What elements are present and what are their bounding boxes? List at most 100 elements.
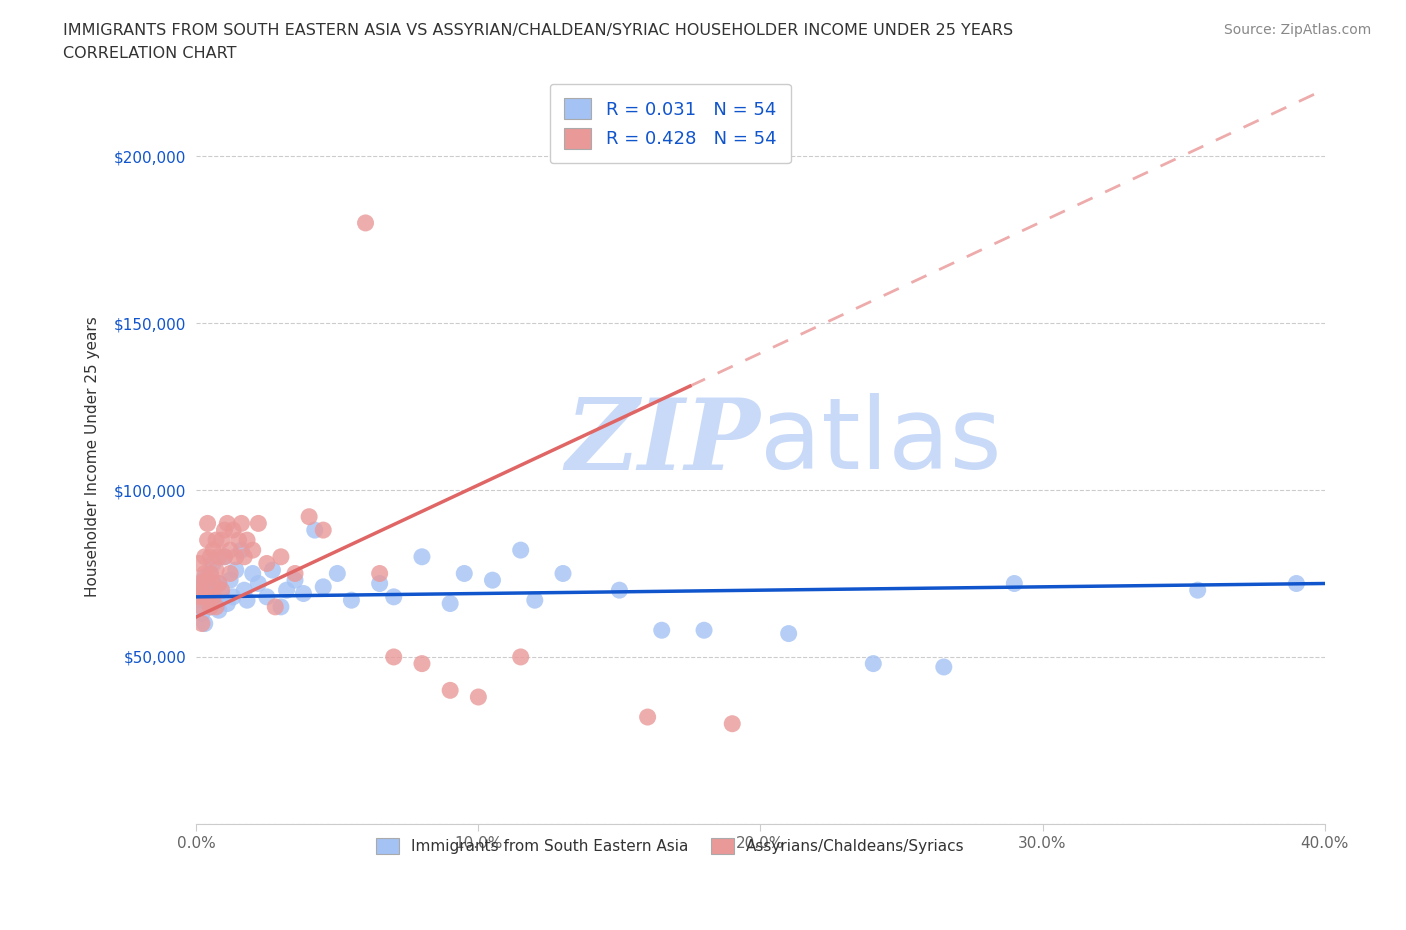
Point	[312, 579, 335, 594]
Point	[298, 510, 321, 525]
Point	[202, 590, 225, 604]
Point	[202, 543, 225, 558]
Y-axis label: Householder Income Under 25 years: Householder Income Under 25 years	[86, 316, 100, 597]
Point	[200, 566, 222, 581]
Point	[523, 592, 546, 607]
Point	[411, 550, 433, 565]
Point	[264, 600, 287, 615]
Point	[242, 543, 264, 558]
Point	[242, 566, 264, 581]
Point	[228, 533, 250, 548]
Point	[467, 689, 489, 704]
Point	[194, 590, 217, 604]
Point	[932, 659, 955, 674]
Point	[368, 566, 391, 581]
Point	[509, 649, 531, 664]
Point	[208, 576, 231, 591]
Point	[191, 583, 214, 598]
Point	[439, 683, 461, 698]
Point	[219, 543, 242, 558]
Point	[211, 586, 233, 601]
Point	[368, 576, 391, 591]
Text: ZIP: ZIP	[565, 393, 761, 490]
Point	[231, 543, 253, 558]
Point	[217, 596, 239, 611]
Point	[270, 600, 292, 615]
Point	[609, 583, 631, 598]
Point	[214, 523, 236, 538]
Point	[191, 600, 214, 615]
Point	[222, 523, 245, 538]
Text: Source: ZipAtlas.com: Source: ZipAtlas.com	[1223, 23, 1371, 37]
Point	[1187, 583, 1209, 598]
Point	[1002, 576, 1025, 591]
Point	[197, 516, 219, 531]
Point	[862, 657, 884, 671]
Point	[202, 556, 225, 571]
Point	[340, 592, 363, 607]
Point	[214, 550, 236, 565]
Point	[197, 533, 219, 548]
Point	[236, 592, 259, 607]
Point	[233, 550, 256, 565]
Point	[205, 533, 228, 548]
Point	[693, 623, 716, 638]
Point	[200, 600, 222, 615]
Legend: Immigrants from South Eastern Asia, Assyrians/Chaldeans/Syriacs: Immigrants from South Eastern Asia, Assy…	[370, 832, 972, 860]
Point	[205, 600, 228, 615]
Point	[354, 216, 377, 231]
Point	[304, 523, 326, 538]
Point	[194, 590, 217, 604]
Point	[197, 586, 219, 601]
Point	[188, 590, 211, 604]
Point	[194, 550, 217, 565]
Point	[247, 576, 270, 591]
Point	[312, 523, 335, 538]
Text: CORRELATION CHART: CORRELATION CHART	[63, 46, 236, 61]
Point	[208, 576, 231, 591]
Point	[382, 649, 405, 664]
Point	[219, 573, 242, 588]
Point	[208, 550, 231, 565]
Point	[256, 590, 278, 604]
Point	[509, 543, 531, 558]
Point	[200, 566, 222, 581]
Point	[233, 583, 256, 598]
Point	[194, 566, 217, 581]
Point	[284, 573, 307, 588]
Point	[211, 583, 233, 598]
Point	[194, 616, 217, 631]
Point	[256, 556, 278, 571]
Point	[205, 563, 228, 578]
Point	[211, 533, 233, 548]
Point	[411, 657, 433, 671]
Point	[292, 586, 315, 601]
Point	[202, 583, 225, 598]
Point	[1285, 576, 1308, 591]
Point	[202, 576, 225, 591]
Point	[194, 573, 217, 588]
Point	[651, 623, 673, 638]
Point	[188, 556, 211, 571]
Point	[778, 626, 800, 641]
Point	[191, 616, 214, 631]
Point	[225, 563, 247, 578]
Point	[200, 600, 222, 615]
Point	[194, 569, 217, 584]
Point	[326, 566, 349, 581]
Point	[551, 566, 574, 581]
Point	[236, 533, 259, 548]
Point	[270, 550, 292, 565]
Point	[721, 716, 744, 731]
Point	[200, 550, 222, 565]
Point	[637, 710, 659, 724]
Point	[225, 550, 247, 565]
Point	[453, 566, 475, 581]
Point	[276, 583, 298, 598]
Point	[217, 516, 239, 531]
Point	[191, 579, 214, 594]
Point	[205, 592, 228, 607]
Point	[262, 563, 284, 578]
Point	[219, 566, 242, 581]
Point	[197, 590, 219, 604]
